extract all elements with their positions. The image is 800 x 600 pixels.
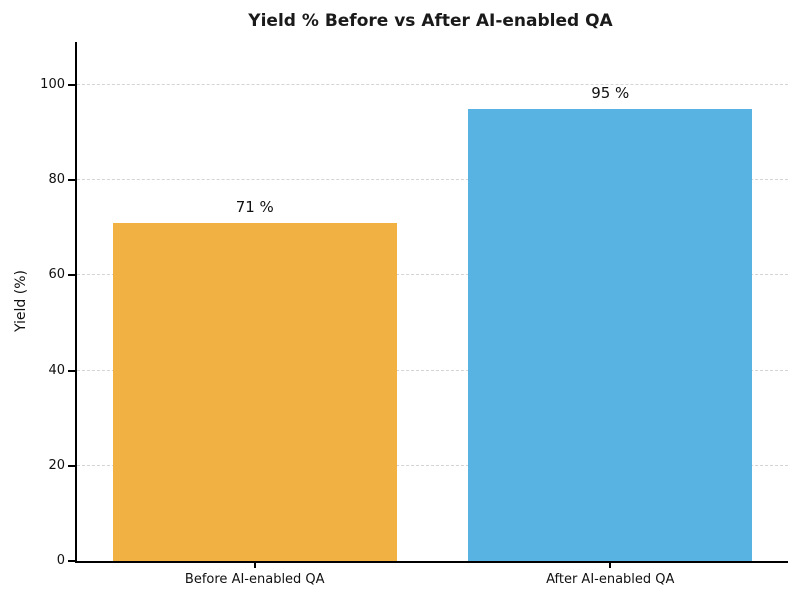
ytick-label-20: 20 (48, 457, 65, 473)
gridline-y60 (77, 274, 788, 276)
ytick-mark-0 (68, 560, 75, 562)
gridline-y40 (77, 369, 788, 371)
ytick-mark-40 (68, 369, 75, 372)
gridline-y20 (77, 464, 788, 466)
ytick-mark-20 (68, 464, 75, 467)
ytick-mark-100 (68, 83, 75, 86)
bar-value-label-0: 71 % (235, 197, 274, 216)
xtick-label-1: After AI-enabled QA (546, 572, 675, 587)
xtick-label-0: Before AI-enabled QA (184, 572, 325, 587)
ytick-mark-80 (68, 179, 75, 182)
gridline-y80 (77, 179, 788, 181)
ytick-label-40: 40 (48, 362, 65, 378)
bar-value-label-1: 95 % (591, 83, 630, 102)
xtick-mark-1 (609, 561, 612, 568)
bar-0 (112, 222, 397, 561)
ytick-label-80: 80 (48, 172, 65, 188)
ytick-label-0: 0 (56, 553, 65, 568)
chart-title: Yield % Before vs After AI-enabled QA (248, 11, 613, 31)
ytick-mark-60 (68, 274, 75, 277)
plot-area: 0 20 40 60 80 100 71 % Before AI-enabled QA 95 %… (40, 42, 788, 587)
bar-1 (468, 108, 753, 561)
gridline-y100 (77, 83, 788, 85)
ytick-label-60: 60 (48, 267, 65, 283)
ytick-label-100: 100 (40, 76, 65, 92)
xtick-mark-0 (253, 561, 256, 568)
